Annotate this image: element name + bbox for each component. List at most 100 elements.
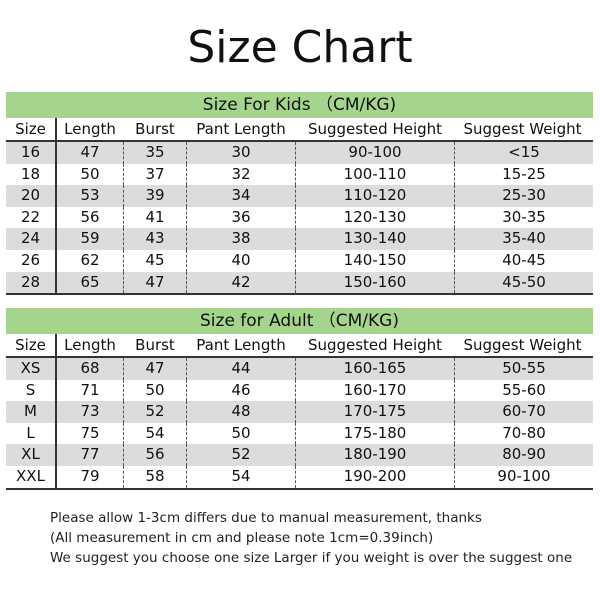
table-cell: 160-165 (296, 358, 455, 380)
column-header: Burst (124, 334, 187, 356)
table-cell: L (6, 422, 57, 445)
table-cell: 37 (124, 163, 187, 186)
table-cell: 130-140 (296, 228, 455, 250)
table-cell: 18 (6, 163, 57, 186)
table-cell: 80-90 (502, 445, 546, 464)
table-cell: 150-160 (296, 271, 455, 294)
table-row: L 75 54 50 175-180 70-80 (6, 422, 593, 445)
table-cell: 50-55 (502, 359, 546, 377)
table-cell: 55-60 (502, 380, 546, 399)
table-cell: 90-100 (497, 466, 551, 485)
column-header: Suggested Height (296, 118, 455, 140)
table-row: 20 53 39 34 110-120 25-30 (6, 185, 593, 207)
table-cell: 32 (187, 163, 296, 186)
table-cell: 79 (57, 465, 124, 488)
table-cell: 160-170 (296, 379, 455, 402)
table-cell: M (6, 401, 57, 423)
table-cell: 30 (187, 142, 296, 164)
table-cell: XS (6, 358, 57, 380)
column-header: Suggested Height (296, 334, 455, 356)
table-cell: 41 (124, 206, 187, 229)
table-cell: 22 (6, 206, 57, 229)
table-cell: 53 (57, 185, 124, 207)
table-row: 22 56 41 36 120-130 30-35 (6, 206, 593, 229)
column-header: Suggest Weight (455, 334, 593, 356)
table-cell: 43 (124, 228, 187, 250)
column-header: Pant Length (187, 334, 296, 356)
table-cell: 25-30 (502, 186, 546, 205)
column-header: Size (6, 118, 57, 140)
table-cell: 54 (124, 422, 187, 445)
table-cell: 59 (57, 228, 124, 250)
page-title: Size Chart (187, 22, 413, 73)
table-cell: 20 (6, 185, 57, 207)
table-cell: S (6, 379, 57, 402)
table-cell: 46 (187, 379, 296, 402)
note-line: We suggest you choose one size Larger if… (50, 550, 573, 566)
table-cell: 28 (6, 271, 57, 294)
table-cell: 180-190 (296, 444, 455, 466)
table-cell: 47 (124, 358, 187, 380)
table-row: S 71 50 46 160-170 55-60 (6, 379, 593, 402)
table-cell: <15 (508, 143, 540, 161)
table-cell: 71 (57, 379, 124, 402)
table-cell: 58 (124, 465, 187, 488)
table-cell: 44 (187, 358, 296, 380)
table-row: M 73 52 48 170-175 60-70 (6, 401, 593, 423)
header-row: Size Length Burst Pant Length Suggested Heig… (6, 118, 593, 142)
kids-table-heading: Size For Kids （CM/KG) (6, 92, 593, 118)
table-cell: 48 (187, 401, 296, 423)
notes: Please allow 1-3cm differs due to manual… (50, 508, 572, 568)
table-row: XL 77 56 52 180-190 80-90 (6, 444, 593, 466)
table-cell: 140-150 (296, 249, 455, 272)
table-cell: 60-70 (502, 402, 546, 421)
table-cell: 35 (124, 142, 187, 164)
table-cell: 15-25 (502, 164, 546, 183)
table-row: 18 50 37 32 100-110 15-25 (6, 163, 593, 186)
adult-size-table: Size for Adult （CM/KG) Size Length Burst Pa… (6, 308, 593, 490)
table-cell: 50 (57, 163, 124, 186)
table-cell: 24 (6, 228, 57, 250)
table-cell: 16 (6, 142, 57, 164)
table-cell: 90-100 (296, 142, 455, 164)
table-cell: 77 (57, 444, 124, 466)
table-cell: 38 (187, 228, 296, 250)
table-cell: 47 (57, 142, 124, 164)
table-cell: 50 (187, 422, 296, 445)
table-cell: 30-35 (502, 207, 546, 226)
table-cell: 110-120 (296, 185, 455, 207)
table-row: 16 47 35 30 90-100 <15 (6, 142, 593, 164)
table-cell: 75 (57, 422, 124, 445)
table-cell: 45-50 (502, 272, 546, 291)
table-cell: 190-200 (296, 465, 455, 488)
table-cell: 170-175 (296, 401, 455, 423)
column-header: Length (57, 118, 124, 140)
column-header: Suggest Weight (455, 118, 593, 140)
table-row: 24 59 43 38 130-140 35-40 (6, 228, 593, 250)
column-header: Size (6, 334, 57, 356)
table-cell: 70-80 (502, 423, 546, 442)
table-cell: 56 (124, 444, 187, 466)
column-header: Pant Length (187, 118, 296, 140)
table-cell: 36 (187, 206, 296, 229)
table-cell: 52 (124, 401, 187, 423)
table-cell: 35-40 (502, 229, 546, 248)
table-cell: 100-110 (296, 163, 455, 186)
table-cell: 50 (124, 379, 187, 402)
column-header: Length (57, 334, 124, 356)
column-header: Burst (124, 118, 187, 140)
table-cell: XXL (6, 465, 57, 488)
table-cell: 73 (57, 401, 124, 423)
header-row: Size Length Burst Pant Length Suggested Heig… (6, 334, 593, 358)
table-cell: 39 (124, 185, 187, 207)
table-cell: 40-45 (502, 250, 546, 269)
kids-size-table: Size For Kids （CM/KG) Size Length Burst Pan… (6, 92, 593, 296)
table-cell: 120-130 (296, 206, 455, 229)
table-cell: 45 (124, 249, 187, 272)
table-row: 28 65 47 42 150-160 45-50 (6, 271, 593, 294)
adult-table-heading: Size for Adult （CM/KG) (6, 308, 593, 334)
table-row: XXL 79 58 54 190-200 90-100 (6, 465, 593, 488)
table-cell: 34 (187, 185, 296, 207)
table-cell: 26 (6, 249, 57, 272)
table-cell: 40 (187, 249, 296, 272)
